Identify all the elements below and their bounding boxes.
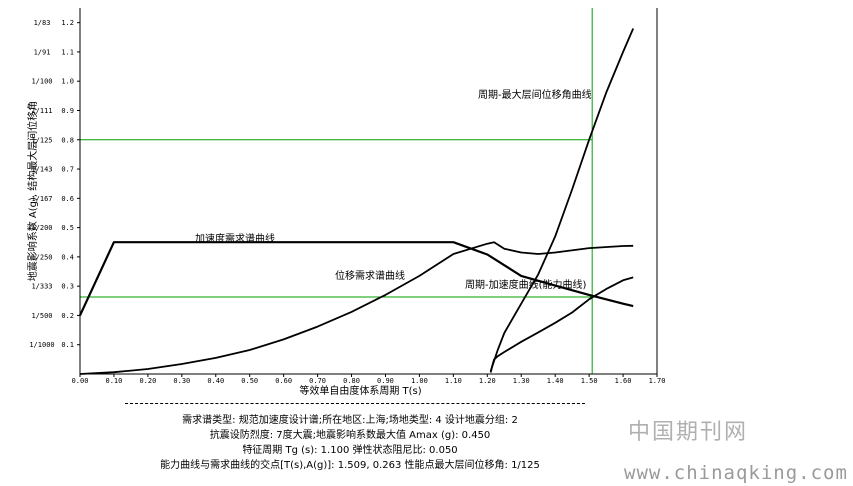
y-tick-label: 0.2: [61, 312, 74, 320]
info-line-performance: 能力曲线与需求曲线的交点[T(s),A(g)]: 1.509, 0.263 性能…: [160, 460, 540, 471]
y-tick-label: 0.9: [61, 107, 74, 115]
y-tick-label: 0.6: [61, 195, 74, 203]
drift-curve: [489, 28, 635, 372]
x-tick-label: 0.90: [377, 377, 394, 385]
x-tick-label: 0.70: [309, 377, 326, 385]
label-accel-demand: 加速度需求谱曲线: [195, 232, 275, 245]
capacity-curve: [489, 276, 634, 373]
x-tick-label: 0.80: [343, 377, 360, 385]
y-drift-tick-label: 1/500: [31, 312, 52, 320]
x-tick-label: 0.20: [139, 377, 156, 385]
x-tick-label: 0.30: [173, 377, 190, 385]
y-tick-label: 0.1: [61, 341, 74, 349]
y-drift-tick-label: 1/83: [34, 19, 51, 27]
watermark-cn: 中国期刊网: [628, 420, 749, 445]
x-tick-label: 1.40: [547, 377, 564, 385]
x-tick-label: 1.70: [649, 377, 666, 385]
label-drift: 周期-最大层间位移角曲线: [478, 88, 592, 101]
x-tick-label: 0.10: [106, 377, 123, 385]
y-tick-label: 0.7: [61, 166, 74, 174]
disp-demand-curve: [79, 241, 634, 375]
label-capacity: 周期-加速度曲线(能力曲线): [465, 278, 587, 291]
y-tick-label: 0.8: [61, 136, 74, 144]
info-line-period: 特征周期 Tg (s): 1.100 弹性状态阻尼比: 0.050: [242, 445, 458, 456]
x-tick-label: 1.10: [445, 377, 462, 385]
info-line-intensity: 抗震设防烈度: 7度大震;地震影响系数最大值 Amax (g): 0.450: [209, 430, 491, 441]
x-tick-label: 1.20: [479, 377, 496, 385]
y-tick-label: 0.3: [61, 283, 74, 291]
y-drift-tick-label: 1/100: [31, 78, 52, 86]
accel-demand-curve: [79, 241, 634, 316]
y-tick-label: 0.4: [61, 253, 74, 261]
watermark-url: www.chinaqking.com: [624, 462, 848, 484]
x-tick-label: 0.40: [207, 377, 224, 385]
y-tick-label: 1.1: [61, 48, 74, 56]
label-disp-demand: 位移需求谱曲线: [335, 269, 405, 282]
x-tick-label: 1.50: [581, 377, 598, 385]
x-tick-label: 0.00: [72, 377, 89, 385]
chart: 0.00 0.10 0.20 0.30 0.40 0.50 0.60 0.70 0.80 0.90…: [26, 8, 666, 397]
y-drift-tick-label: 1/200: [31, 224, 52, 232]
divider: [125, 403, 585, 404]
y-drift-tick-label: 1/91: [34, 48, 51, 56]
y-tick-label: 1.0: [61, 78, 74, 86]
y-tick-label: 0.5: [61, 224, 74, 232]
y-axis-title: 地震影响系数 A(g), 结构最大层间位移角: [26, 101, 39, 282]
y-drift-tick-label: 1/250: [31, 253, 52, 261]
y-drift-tick-label: 1/111: [31, 107, 52, 115]
y-drift-tick-label: 1/333: [31, 283, 52, 291]
y-drift-tick-label: 1/125: [31, 136, 52, 144]
x-tick-label: 1.00: [411, 377, 428, 385]
y-drift-tick-label: 1/1000: [29, 341, 54, 349]
y-drift-tick-label: 1/143: [31, 166, 52, 174]
x-axis-title: 等效单自由度体系周期 T(s): [299, 384, 421, 397]
x-tick-label: 0.60: [275, 377, 292, 385]
x-tick-label: 1.30: [513, 377, 530, 385]
x-tick-label: 1.60: [615, 377, 632, 385]
x-tick-label: 0.50: [241, 377, 258, 385]
info-line-spectrum: 需求谱类型: 规范加速度设计谱;所在地区:上海;场地类型: 4 设计地震分组: …: [182, 415, 518, 426]
y-drift-tick-label: 1/167: [31, 195, 52, 203]
y-tick-label: 1.2: [61, 19, 74, 27]
